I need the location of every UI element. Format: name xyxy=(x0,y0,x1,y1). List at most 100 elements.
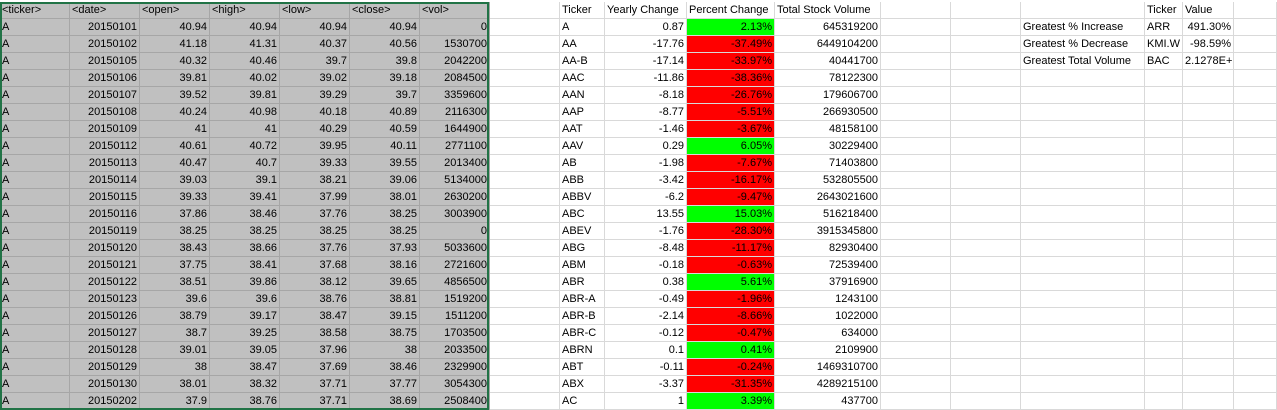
empty-cell[interactable] xyxy=(1234,206,1277,223)
empty-cell[interactable] xyxy=(881,376,951,393)
raw-data-cell[interactable]: 39.86 xyxy=(210,274,280,291)
empty-cell[interactable] xyxy=(951,87,1021,104)
empty-cell[interactable] xyxy=(1234,19,1277,36)
empty-cell[interactable] xyxy=(881,325,951,342)
summary-volume-cell[interactable]: 37916900 xyxy=(775,274,881,291)
empty-cell[interactable] xyxy=(1145,172,1183,189)
raw-data-cell[interactable]: 39.29 xyxy=(280,87,350,104)
raw-data-cell[interactable]: 38.25 xyxy=(350,206,420,223)
empty-cell[interactable] xyxy=(490,138,560,155)
empty-cell[interactable] xyxy=(1234,393,1277,410)
empty-cell[interactable] xyxy=(490,19,560,36)
raw-data-cell[interactable]: 37.69 xyxy=(280,359,350,376)
raw-data-cell[interactable]: 20150105 xyxy=(70,53,140,70)
raw-data-cell[interactable]: 37.99 xyxy=(280,189,350,206)
summary-ticker-cell[interactable]: ABBV xyxy=(560,189,605,206)
summary-yearly-change-cell[interactable]: -2.14 xyxy=(605,308,687,325)
summary-header-percent-change[interactable]: Percent Change xyxy=(687,2,775,19)
greatest-ticker-cell[interactable]: KMI.W xyxy=(1145,36,1183,53)
raw-data-cell[interactable]: A xyxy=(0,189,70,206)
summary-volume-cell[interactable]: 437700 xyxy=(775,393,881,410)
summary-yearly-change-cell[interactable]: -17.76 xyxy=(605,36,687,53)
empty-cell[interactable] xyxy=(881,2,951,19)
summary-volume-cell[interactable]: 2643021600 xyxy=(775,189,881,206)
empty-cell[interactable] xyxy=(1145,325,1183,342)
empty-cell[interactable] xyxy=(1234,104,1277,121)
summary-percent-change-cell[interactable]: -7.67% xyxy=(687,155,775,172)
raw-data-cell[interactable]: A xyxy=(0,121,70,138)
raw-data-cell[interactable]: 38.21 xyxy=(280,172,350,189)
raw-data-cell[interactable]: 2116300 xyxy=(420,104,490,121)
summary-percent-change-cell[interactable]: -3.67% xyxy=(687,121,775,138)
summary-header-yearly-change[interactable]: Yearly Change xyxy=(605,2,687,19)
raw-data-cell[interactable]: 39.95 xyxy=(280,138,350,155)
raw-data-cell[interactable]: 39.33 xyxy=(140,189,210,206)
raw-data-cell[interactable]: 20150121 xyxy=(70,257,140,274)
summary-ticker-cell[interactable]: ABT xyxy=(560,359,605,376)
raw-data-cell[interactable]: 40.94 xyxy=(140,19,210,36)
greatest-ticker-cell[interactable]: ARR xyxy=(1145,19,1183,36)
summary-volume-cell[interactable]: 82930400 xyxy=(775,240,881,257)
raw-data-cell[interactable]: 2013400 xyxy=(420,155,490,172)
raw-data-cell[interactable]: 41.31 xyxy=(210,36,280,53)
empty-cell[interactable] xyxy=(1234,376,1277,393)
empty-cell[interactable] xyxy=(1021,138,1145,155)
raw-data-cell[interactable]: 39.7 xyxy=(350,87,420,104)
greatest-value-cell[interactable]: 2.1278E+10 xyxy=(1183,53,1234,70)
empty-cell[interactable] xyxy=(1145,70,1183,87)
summary-yearly-change-cell[interactable]: -3.42 xyxy=(605,172,687,189)
empty-cell[interactable] xyxy=(1183,155,1234,172)
summary-volume-cell[interactable]: 40441700 xyxy=(775,53,881,70)
raw-data-cell[interactable]: 38.76 xyxy=(280,291,350,308)
summary-ticker-cell[interactable]: ABM xyxy=(560,257,605,274)
empty-cell[interactable] xyxy=(1145,257,1183,274)
empty-cell[interactable] xyxy=(490,393,560,410)
raw-data-cell[interactable]: 40.02 xyxy=(210,70,280,87)
raw-header-cell[interactable]: <date> xyxy=(70,2,140,19)
raw-data-cell[interactable]: 2084500 xyxy=(420,70,490,87)
empty-cell[interactable] xyxy=(1183,376,1234,393)
empty-cell[interactable] xyxy=(951,274,1021,291)
summary-yearly-change-cell[interactable]: -0.18 xyxy=(605,257,687,274)
raw-data-cell[interactable]: 20150202 xyxy=(70,393,140,410)
raw-data-cell[interactable]: 38.25 xyxy=(280,223,350,240)
raw-data-cell[interactable]: A xyxy=(0,308,70,325)
raw-data-cell[interactable]: 38 xyxy=(140,359,210,376)
summary-yearly-change-cell[interactable]: -8.77 xyxy=(605,104,687,121)
raw-data-cell[interactable]: 2329900 xyxy=(420,359,490,376)
empty-cell[interactable] xyxy=(1234,325,1277,342)
raw-data-cell[interactable]: 20150113 xyxy=(70,155,140,172)
raw-data-cell[interactable]: 40.46 xyxy=(210,53,280,70)
empty-cell[interactable] xyxy=(1021,257,1145,274)
summary-header-total-volume[interactable]: Total Stock Volume xyxy=(775,2,881,19)
empty-cell[interactable] xyxy=(951,240,1021,257)
raw-data-cell[interactable]: 39.33 xyxy=(280,155,350,172)
empty-cell[interactable] xyxy=(951,257,1021,274)
empty-cell[interactable] xyxy=(881,87,951,104)
raw-data-cell[interactable]: 20150102 xyxy=(70,36,140,53)
raw-data-cell[interactable]: A xyxy=(0,172,70,189)
empty-cell[interactable] xyxy=(951,291,1021,308)
empty-cell[interactable] xyxy=(1183,104,1234,121)
summary-yearly-change-cell[interactable]: 0.29 xyxy=(605,138,687,155)
summary-percent-change-cell[interactable]: -33.97% xyxy=(687,53,775,70)
summary-ticker-cell[interactable]: AAC xyxy=(560,70,605,87)
empty-cell[interactable] xyxy=(951,206,1021,223)
empty-cell[interactable] xyxy=(1021,291,1145,308)
raw-header-cell[interactable]: <high> xyxy=(210,2,280,19)
raw-data-cell[interactable]: 37.71 xyxy=(280,393,350,410)
empty-cell[interactable] xyxy=(1145,393,1183,410)
summary-yearly-change-cell[interactable]: -0.49 xyxy=(605,291,687,308)
raw-data-cell[interactable]: A xyxy=(0,240,70,257)
empty-cell[interactable] xyxy=(951,172,1021,189)
empty-cell[interactable] xyxy=(1234,172,1277,189)
empty-cell[interactable] xyxy=(1183,325,1234,342)
raw-data-cell[interactable]: 40.89 xyxy=(350,104,420,121)
empty-cell[interactable] xyxy=(1021,70,1145,87)
empty-cell[interactable] xyxy=(490,325,560,342)
raw-header-cell[interactable]: <vol> xyxy=(420,2,490,19)
empty-cell[interactable] xyxy=(1183,189,1234,206)
empty-cell[interactable] xyxy=(490,53,560,70)
empty-cell[interactable] xyxy=(881,291,951,308)
empty-cell[interactable] xyxy=(881,104,951,121)
